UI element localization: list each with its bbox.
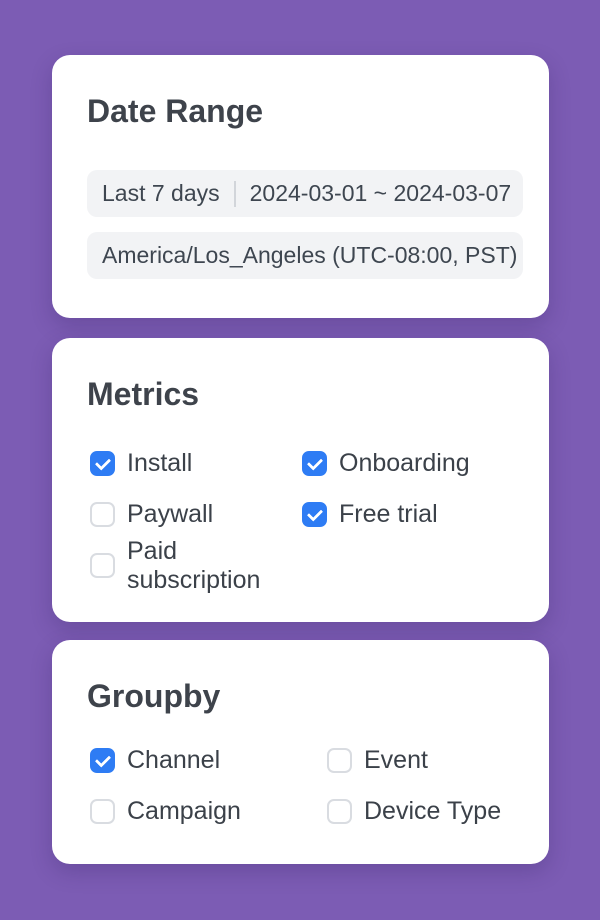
groupby-option-device-type[interactable]: Device Type (327, 797, 523, 825)
timezone-value[interactable]: America/Los_Angeles (UTC-08:00, PST) (102, 242, 518, 268)
event-checkbox[interactable] (327, 748, 352, 773)
paywall-checkbox[interactable] (90, 502, 115, 527)
install-checkbox[interactable] (90, 451, 115, 476)
paywall-label: Paywall (127, 500, 214, 528)
device-type-checkbox[interactable] (327, 799, 352, 824)
date-range-selector[interactable]: Last 7 days 2024-03-01 ~ 2024-03-07 (87, 170, 523, 217)
groupby-card: Groupby Channel Event Campaign Device Ty… (52, 640, 549, 864)
groupby-options: Channel Event Campaign Device Type (90, 746, 523, 825)
date-range-card: Date Range Last 7 days 2024-03-01 ~ 2024… (52, 55, 549, 318)
metric-option-paid-subscription[interactable]: Paid subscription (90, 537, 302, 594)
campaign-checkbox[interactable] (90, 799, 115, 824)
paid-subscription-checkbox[interactable] (90, 553, 115, 578)
channel-checkbox[interactable] (90, 748, 115, 773)
onboarding-label: Onboarding (339, 449, 470, 477)
groupby-option-channel[interactable]: Channel (90, 746, 327, 774)
free-trial-label: Free trial (339, 500, 438, 528)
install-label: Install (127, 449, 193, 477)
groupby-option-campaign[interactable]: Campaign (90, 797, 327, 825)
paid-subscription-label: Paid subscription (127, 536, 261, 594)
metric-option-install[interactable]: Install (90, 449, 302, 477)
metric-option-onboarding[interactable]: Onboarding (302, 449, 523, 477)
event-label: Event (364, 746, 428, 774)
date-range-value[interactable]: 2024-03-01 ~ 2024-03-07 (249, 180, 512, 206)
groupby-option-event[interactable]: Event (327, 746, 523, 774)
channel-label: Channel (127, 746, 221, 774)
date-range-card-title: Date Range (87, 93, 264, 129)
campaign-label: Campaign (127, 797, 241, 825)
groupby-card-title: Groupby (87, 678, 221, 714)
date-range-preset[interactable]: Last 7 days (102, 180, 220, 206)
free-trial-checkbox[interactable] (302, 502, 327, 527)
metrics-options: Install Onboarding Paywall Free trial Pa… (90, 449, 523, 594)
metrics-card-title: Metrics (87, 376, 200, 412)
timezone-selector[interactable]: America/Los_Angeles (UTC-08:00, PST) (87, 232, 523, 279)
onboarding-checkbox[interactable] (302, 451, 327, 476)
device-type-label: Device Type (364, 797, 502, 825)
metric-option-paywall[interactable]: Paywall (90, 500, 302, 528)
metrics-card: Metrics Install Onboarding Paywall Free … (52, 338, 549, 622)
pill-divider (233, 180, 236, 207)
metric-option-free-trial[interactable]: Free trial (302, 500, 523, 528)
